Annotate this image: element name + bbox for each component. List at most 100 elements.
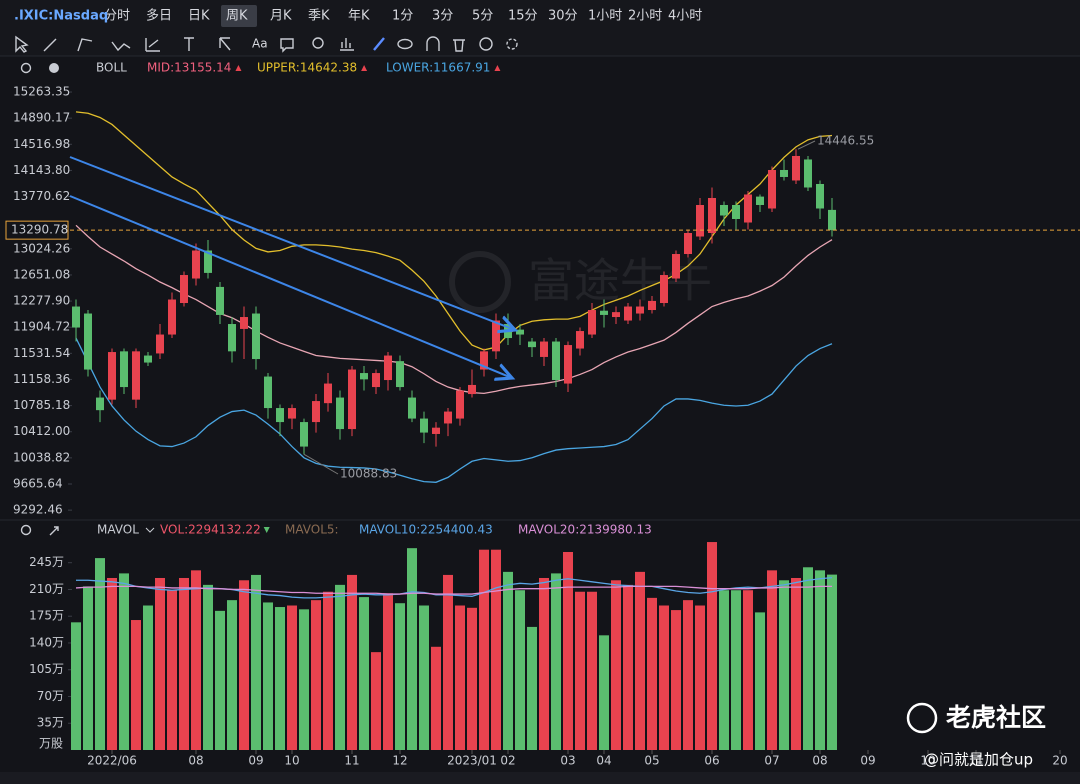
candle-body [228,324,236,352]
legend-entry: LOWER:11667.91 [386,61,490,75]
period-tab[interactable]: 周K [226,9,248,24]
line-tool[interactable] [43,38,57,52]
candle-body [444,411,452,424]
candle-body [192,250,200,279]
gear-icon[interactable] [20,62,32,74]
period-tab[interactable]: 3分 [432,9,453,24]
candle-body [120,351,128,388]
boll-line [75,111,833,351]
symbol[interactable]: .IXIC:Nasdaq [14,9,108,24]
brand-logo [906,702,938,734]
cursor-tool[interactable] [15,35,29,53]
candle-body [744,194,752,223]
wave-tool[interactable] [111,41,131,52]
candle-body [564,345,572,384]
delete-tool[interactable] [453,39,465,52]
candle-body [816,183,824,209]
volume-bar [479,549,489,750]
candle-body [528,341,536,348]
volume-bar [299,609,309,750]
candle-body [648,300,656,311]
volume-bar [791,577,801,750]
last-price-box [5,220,69,240]
sync-tool[interactable] [479,37,493,51]
y-tick-label: 175万 [29,609,64,623]
period-tab[interactable]: 年K [348,9,370,24]
period-tab[interactable]: 5分 [472,9,493,24]
volume-bar [419,605,429,750]
volume-bar [827,574,837,750]
x-tick-label: 2022/06 [87,754,137,768]
period-tab[interactable]: 多日 [146,8,172,24]
brand: 老虎社区 [946,703,1046,732]
arrow-tool[interactable] [219,37,231,51]
hline-tool[interactable] [184,37,194,51]
period-tab[interactable]: 分时 [104,9,130,24]
gear-icon[interactable] [20,524,32,536]
volume-bar [815,570,825,750]
boll-line [75,337,833,483]
settings-tool[interactable] [506,38,518,50]
period-tab[interactable]: 2小时 [628,9,662,24]
y-tick-label: 10038.82 [13,450,70,464]
period-tab[interactable]: 季K [308,9,330,24]
candle-body [432,427,440,434]
volume-bar [407,548,417,750]
volume-bar [203,584,213,750]
candle-body [696,204,704,237]
y-tick-label: 10412.00 [13,424,70,438]
note-tool[interactable] [280,38,294,53]
candle-body [336,397,344,430]
y-tick-label: 35万 [37,716,64,730]
pen-tool[interactable] [373,37,385,51]
candle-body [732,204,740,219]
legend-entry: MID:13155.14 [147,61,231,75]
volume-bar [623,584,633,750]
period-tab[interactable]: 1小时 [588,9,622,24]
measure-tool[interactable] [340,38,354,51]
candle-body [216,286,224,315]
candle-body [804,159,812,188]
y-tick-label: 140万 [29,635,64,649]
x-tick-label: 04 [596,754,611,768]
y-tick-label: 210万 [29,582,64,596]
y-tick-label: 9665.64 [13,476,63,490]
volume-bar [647,597,657,750]
fib-tool[interactable] [145,38,160,52]
toggle-icon[interactable] [49,63,59,73]
expand-icon[interactable] [49,526,59,536]
period-tab[interactable]: 日K [188,9,210,24]
candle-body [780,169,788,177]
last-price-label: 13290.78 [11,223,68,237]
volume-bar [731,590,741,750]
channel-tool[interactable] [77,38,93,52]
candle-body [300,422,308,447]
x-tick-label: 11 [968,754,983,768]
y-tick-label: 13024.26 [13,241,70,255]
period-tab[interactable]: 30分 [548,9,578,24]
y-tick-label: 245万 [29,555,64,569]
volume-bar [251,574,261,750]
candle-body [144,355,152,363]
period-tab[interactable]: 15分 [508,9,538,24]
period-tab[interactable]: 月K [270,9,292,24]
volume-bar [95,558,105,750]
y-tick-label: 9292.46 [13,503,63,517]
x-tick-label: 10 [920,754,935,768]
candle-body [360,373,368,380]
text-tool[interactable]: Aa [252,37,268,51]
zoom-tool[interactable] [312,37,324,49]
volume-bar [155,577,165,750]
plot: 15263.35 14890.17 14516.98 14143.80 13770.62… [5,61,1080,768]
legend-entry: MAVOL5: [285,523,339,537]
candle-body [312,401,320,423]
legend-entry: VOL:2294132.22 [160,523,261,537]
magnet-tool[interactable] [426,36,440,51]
period-tab[interactable]: 1分 [392,9,413,24]
period-tab[interactable]: 4小时 [668,9,702,24]
candle-body [288,408,296,419]
candle-body [276,408,284,423]
eye-tool[interactable] [397,38,413,50]
volume-bar [191,570,201,750]
volume-bar [779,580,789,750]
